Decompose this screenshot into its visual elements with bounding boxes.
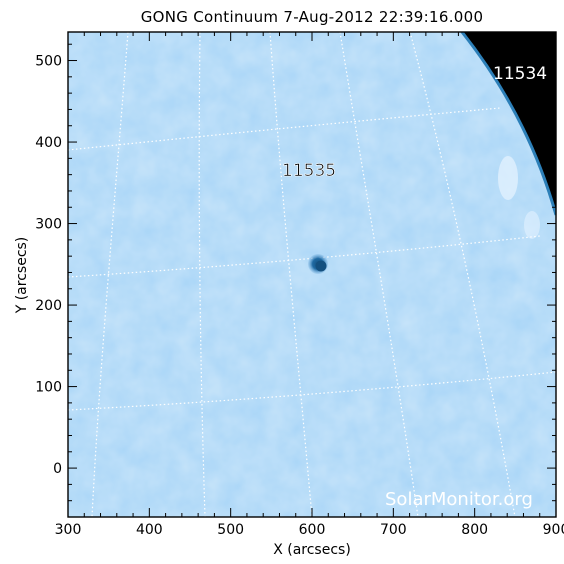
- region-label-11534: 11534: [493, 64, 547, 84]
- x-tick-label: 300: [55, 522, 82, 538]
- facula-patch: [524, 211, 540, 239]
- y-tick-label: 0: [53, 461, 62, 477]
- x-tick-label: 800: [461, 522, 488, 538]
- x-tick-label: 500: [217, 522, 244, 538]
- sunspot-umbra: [315, 260, 327, 272]
- y-tick-label: 400: [35, 135, 62, 151]
- x-axis-ticks: 300 400 500 600 700 800 900: [55, 32, 564, 538]
- y-tick-label: 300: [35, 217, 62, 233]
- y-axis-ticks: 0 100 200 300 400 500: [35, 43, 556, 518]
- solar-limb-edge: [460, 32, 556, 216]
- y-tick-label: 200: [35, 298, 62, 314]
- x-tick-label: 700: [380, 522, 407, 538]
- plot-area: 11534 11535 SolarMonitor.org: [68, 32, 556, 517]
- facula-patch: [498, 156, 518, 200]
- y-tick-label: 100: [35, 380, 62, 396]
- watermark-text: SolarMonitor.org: [385, 489, 533, 510]
- heliographic-grid: [68, 32, 556, 517]
- x-axis-label: X (arcsecs): [273, 542, 351, 558]
- granulation-texture: [68, 32, 556, 517]
- space-beyond-limb: [462, 32, 556, 215]
- region-label-11535: 11535: [282, 161, 336, 181]
- x-tick-label: 400: [136, 522, 163, 538]
- x-tick-label: 600: [299, 522, 326, 538]
- figure-title: GONG Continuum 7-Aug-2012 22:39:16.000: [141, 8, 484, 26]
- y-tick-label: 500: [35, 54, 62, 70]
- y-axis-label: Y (arcsecs): [14, 237, 30, 315]
- x-tick-label: 900: [543, 522, 564, 538]
